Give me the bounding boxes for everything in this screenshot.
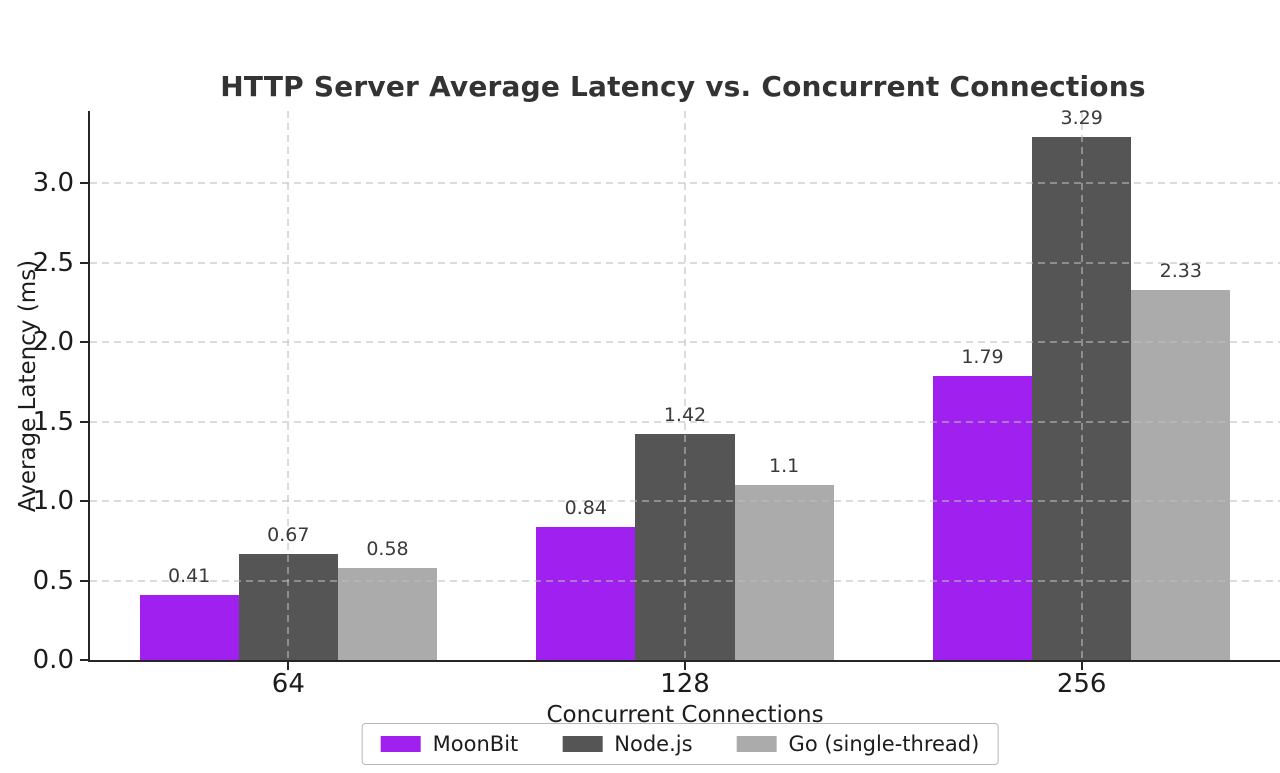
y-tick-label: 0.0 bbox=[32, 645, 74, 675]
y-tick-label: 3.0 bbox=[32, 168, 74, 199]
bars-layer bbox=[90, 111, 1280, 660]
y-tick-mark bbox=[80, 659, 88, 661]
x-tick-mark bbox=[1080, 662, 1083, 670]
bar-node-js-128 bbox=[635, 434, 735, 660]
y-tick-mark bbox=[80, 261, 88, 264]
x-tick-label: 256 bbox=[1056, 669, 1107, 699]
bar-node-js-256 bbox=[1032, 137, 1132, 660]
bar-node-js-64 bbox=[238, 553, 338, 660]
legend-swatch-icon bbox=[736, 736, 777, 752]
y-tick-label: 1.5 bbox=[32, 406, 74, 437]
y-tick-label: 0.5 bbox=[32, 565, 74, 596]
x-tick-label: 128 bbox=[660, 669, 710, 699]
legend-swatch-icon bbox=[562, 736, 603, 752]
bar-go-single-thread--128 bbox=[734, 485, 834, 660]
y-axis-label: Average Latency (ms) bbox=[15, 259, 41, 512]
legend-label: Node.js bbox=[614, 732, 693, 756]
legend-item: MoonBit bbox=[380, 732, 519, 756]
plot-area: 0.41 0.84 1.79 0.67 1.42 3.29 0.58 1.1 2.33 Conc… bbox=[15, 107, 1280, 728]
y-tick-mark bbox=[80, 182, 88, 185]
legend-label: MoonBit bbox=[432, 732, 519, 756]
legend-item: Node.js bbox=[562, 732, 693, 756]
y-tick-mark bbox=[80, 341, 88, 344]
y-tick-mark bbox=[80, 579, 88, 582]
bar-moonbit-128 bbox=[536, 526, 636, 660]
y-tick-label: 1.0 bbox=[32, 486, 74, 517]
chart-title: HTTP Server Average Latency vs. Concurre… bbox=[220, 70, 1146, 103]
legend: MoonBit Node.js Go (single-thread) bbox=[361, 723, 999, 765]
bar-go-single-thread--64 bbox=[337, 567, 438, 660]
x-tick-mark bbox=[684, 662, 686, 670]
y-tick-label: 2.0 bbox=[32, 327, 74, 358]
bar-moonbit-256 bbox=[932, 375, 1033, 660]
bar-go-single-thread--256 bbox=[1131, 289, 1231, 660]
y-tick-label: 2.5 bbox=[32, 247, 74, 278]
x-tick-label: 64 bbox=[271, 669, 305, 699]
bar-moonbit-64 bbox=[139, 594, 239, 660]
y-tick-mark bbox=[80, 420, 88, 423]
legend-swatch-icon bbox=[380, 736, 421, 752]
y-tick-mark bbox=[80, 500, 88, 503]
x-tick-mark bbox=[287, 662, 290, 670]
legend-item: Go (single-thread) bbox=[736, 732, 980, 756]
legend-label: Go (single-thread) bbox=[788, 732, 980, 756]
